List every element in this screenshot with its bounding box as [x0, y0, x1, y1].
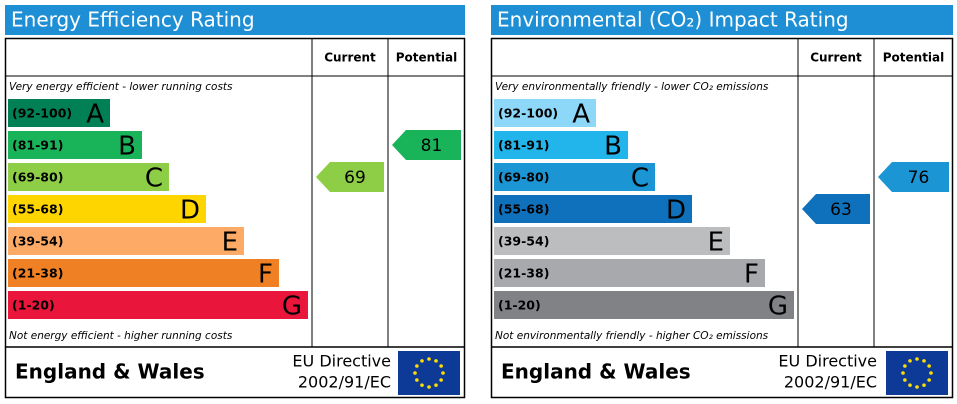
- eu-star: [427, 385, 431, 389]
- band-letter: F: [258, 260, 273, 290]
- top-note: Very energy efficient - lower running co…: [9, 81, 233, 93]
- band-bar: [494, 163, 655, 191]
- title-bar: [5, 5, 465, 35]
- band-letter: B: [118, 132, 136, 162]
- footer-directive: EU Directive: [778, 352, 877, 371]
- eu-star: [427, 357, 431, 361]
- band-range: (39-54): [498, 234, 549, 249]
- column-header: Potential: [883, 51, 945, 65]
- bottom-note: Not energy efficient - higher running co…: [9, 330, 233, 342]
- band-range: (92-100): [498, 106, 558, 121]
- column-header: Potential: [396, 51, 458, 65]
- potential-rating: 81: [421, 136, 443, 156]
- eu-star: [915, 385, 919, 389]
- band-letter: B: [604, 132, 622, 162]
- panel-title: Environmental (CO₂) Impact Rating: [497, 8, 849, 32]
- eu-star: [434, 359, 438, 363]
- band-range: (92-100): [12, 106, 72, 121]
- potential-arrow: [878, 162, 949, 192]
- band-bar: [8, 163, 169, 191]
- current-rating: 63: [830, 200, 852, 220]
- footer-code: 2002/91/EC: [298, 373, 391, 392]
- band-bar: [8, 259, 279, 287]
- band-range: (21-38): [12, 266, 63, 281]
- eu-star: [927, 378, 931, 382]
- bottom-note: Not environmentally friendly - higher CO…: [495, 330, 769, 342]
- band-range: (81-91): [12, 138, 63, 153]
- current-arrow: [802, 194, 870, 224]
- band-letter: A: [86, 100, 104, 130]
- current-arrow: [316, 162, 384, 192]
- rating-panel: Environmental (CO₂) Impact Rating Current…: [490, 5, 954, 399]
- eu-star: [434, 383, 438, 387]
- eu-star: [413, 371, 417, 375]
- eu-star: [922, 359, 926, 363]
- band-range: (21-38): [498, 266, 549, 281]
- eu-star: [901, 371, 905, 375]
- eu-star: [441, 371, 445, 375]
- footer-code: 2002/91/EC: [784, 373, 877, 392]
- eu-star: [915, 357, 919, 361]
- band-letter: D: [180, 196, 200, 226]
- eu-star: [908, 383, 912, 387]
- eu-star: [927, 364, 931, 368]
- band-letter: G: [282, 292, 302, 322]
- band-range: (1-20): [12, 298, 55, 313]
- footer-region: England & Wales: [15, 360, 205, 384]
- title-bar: [491, 5, 953, 35]
- panel-box: [4, 37, 466, 399]
- band-letter: G: [768, 292, 788, 322]
- band-letter: E: [222, 228, 238, 258]
- band-letter: A: [572, 100, 590, 130]
- band-letter: D: [666, 196, 686, 226]
- band-bar: [494, 227, 730, 255]
- eu-star: [415, 364, 419, 368]
- eu-star: [903, 364, 907, 368]
- potential-rating: 76: [908, 168, 930, 188]
- band-bar: [8, 99, 110, 127]
- band-range: (81-91): [498, 138, 549, 153]
- column-header: Current: [810, 51, 862, 65]
- eu-star: [439, 378, 443, 382]
- column-header: Current: [324, 51, 376, 65]
- band-bar: [494, 99, 596, 127]
- band-range: (39-54): [12, 234, 63, 249]
- band-bar: [8, 291, 308, 319]
- potential-arrow: [392, 130, 461, 160]
- eu-star: [415, 378, 419, 382]
- footer-directive: EU Directive: [292, 352, 391, 371]
- eu-star: [903, 378, 907, 382]
- eu-star: [929, 371, 933, 375]
- band-letter: C: [145, 164, 163, 194]
- panel-title: Energy Efficiency Rating: [11, 8, 255, 32]
- band-range: (69-80): [12, 170, 63, 185]
- eu-star: [420, 359, 424, 363]
- band-range: (55-68): [498, 202, 549, 217]
- band-bar: [494, 195, 692, 223]
- band-bar: [494, 259, 765, 287]
- band-range: (1-20): [498, 298, 541, 313]
- band-letter: E: [708, 228, 724, 258]
- eu-star: [922, 383, 926, 387]
- band-bar: [494, 131, 628, 159]
- band-range: (55-68): [12, 202, 63, 217]
- band-bar: [8, 195, 206, 223]
- band-range: (69-80): [498, 170, 549, 185]
- footer-region: England & Wales: [501, 360, 691, 384]
- eu-star: [908, 359, 912, 363]
- rating-panel: Energy Efficiency Rating Current Potential…: [4, 5, 466, 399]
- top-note: Very environmentally friendly - lower CO…: [495, 81, 769, 93]
- band-letter: C: [631, 164, 649, 194]
- current-rating: 69: [344, 168, 366, 188]
- band-bar: [8, 131, 142, 159]
- eu-star: [420, 383, 424, 387]
- band-bar: [8, 227, 244, 255]
- band-letter: F: [744, 260, 759, 290]
- eu-star: [439, 364, 443, 368]
- band-bar: [494, 291, 794, 319]
- panel-box: [490, 37, 954, 399]
